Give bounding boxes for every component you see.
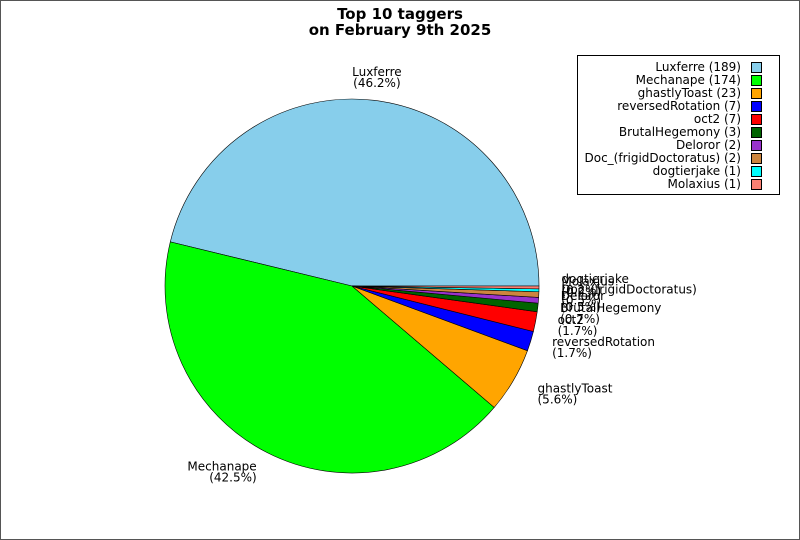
legend-item-reversedrotation: reversedRotation (7) (578, 99, 779, 113)
legend-swatch (751, 127, 762, 138)
pie-slice-mechanape (164, 241, 495, 474)
pie-slice-luxferre (169, 98, 540, 287)
legend-item-brutalhegemony: BrutalHegemony (3) (578, 125, 779, 139)
legend-item-oct2: oct2 (7) (578, 112, 779, 126)
legend-item-ghastlytoast: ghastlyToast (23) (578, 86, 779, 100)
slice-label-brutalhegemony: BrutalHegemony (0.7%) (560, 301, 661, 326)
legend-item-luxferre: Luxferre (189) (578, 60, 779, 74)
legend-swatch (751, 179, 762, 190)
legend-swatch (751, 153, 762, 164)
legend-item-dogtierjake: dogtierjake (1) (578, 164, 779, 178)
slice-label-doc-frigiddoctoratus: Doc_(frigidDoctoratus) (0.5%) (561, 283, 697, 308)
legend-swatch (751, 114, 762, 125)
legend-label: dogtierjake (1) (652, 164, 741, 178)
slice-label-reversedrotation: reversedRotation (1.7%) (552, 335, 655, 360)
slice-label-molaxius: Molaxius (0.2%) (561, 275, 614, 300)
slice-label-ghastlytoast: ghastlyToast (5.6%) (538, 382, 613, 407)
legend-label: reversedRotation (7) (617, 99, 741, 113)
legend: Luxferre (189) Mechanape (174) ghastlyToas… (577, 55, 780, 195)
legend-label: oct2 (7) (693, 112, 741, 126)
legend-label: Luxferre (189) (655, 60, 741, 74)
legend-label: Molaxius (1) (667, 177, 742, 191)
legend-swatch (751, 166, 762, 177)
slice-label-mechanape: Mechanape (42.5%) (187, 460, 256, 485)
slice-label-deloror: Deloror (0.5%) (561, 289, 605, 314)
pie-slice-molaxius (351, 285, 540, 290)
pie-labels: Luxferre (46.2%) Mechanape (42.5%) ghastlyTo… (187, 65, 696, 485)
legend-item-doc-frigiddoctoratus: Doc_(frigidDoctoratus) (2) (578, 151, 779, 165)
legend-item-mechanape: Mechanape (174) (578, 73, 779, 87)
legend-item-deloror: Deloror (2) (578, 138, 779, 152)
legend-label: Deloror (2) (675, 138, 741, 152)
legend-label: BrutalHegemony (3) (618, 125, 741, 139)
pie-slices (164, 98, 540, 474)
slice-label-oct2: oct2 (1.7%) (558, 313, 598, 338)
legend-label: ghastlyToast (23) (637, 86, 741, 100)
legend-label: Mechanape (174) (635, 73, 741, 87)
legend-label: Doc_(frigidDoctoratus) (2) (584, 151, 742, 165)
legend-swatch (751, 75, 762, 86)
legend-swatch (751, 62, 762, 73)
legend-swatch (751, 140, 762, 151)
legend-swatch (751, 101, 762, 112)
slice-label-dogtierjake: dogtierjake (0.2%) (561, 272, 629, 297)
legend-swatch (751, 88, 762, 99)
legend-item-molaxius: Molaxius (1) (578, 177, 779, 191)
chart-title-line-2: on February 9th 2025 (308, 21, 492, 39)
chart-title: Top 10 taggers on February 9th 2025 (1, 6, 799, 38)
chart-title-line-1: Top 10 taggers (337, 5, 463, 23)
slice-label-luxferre: Luxferre (46.2%) (352, 65, 402, 90)
